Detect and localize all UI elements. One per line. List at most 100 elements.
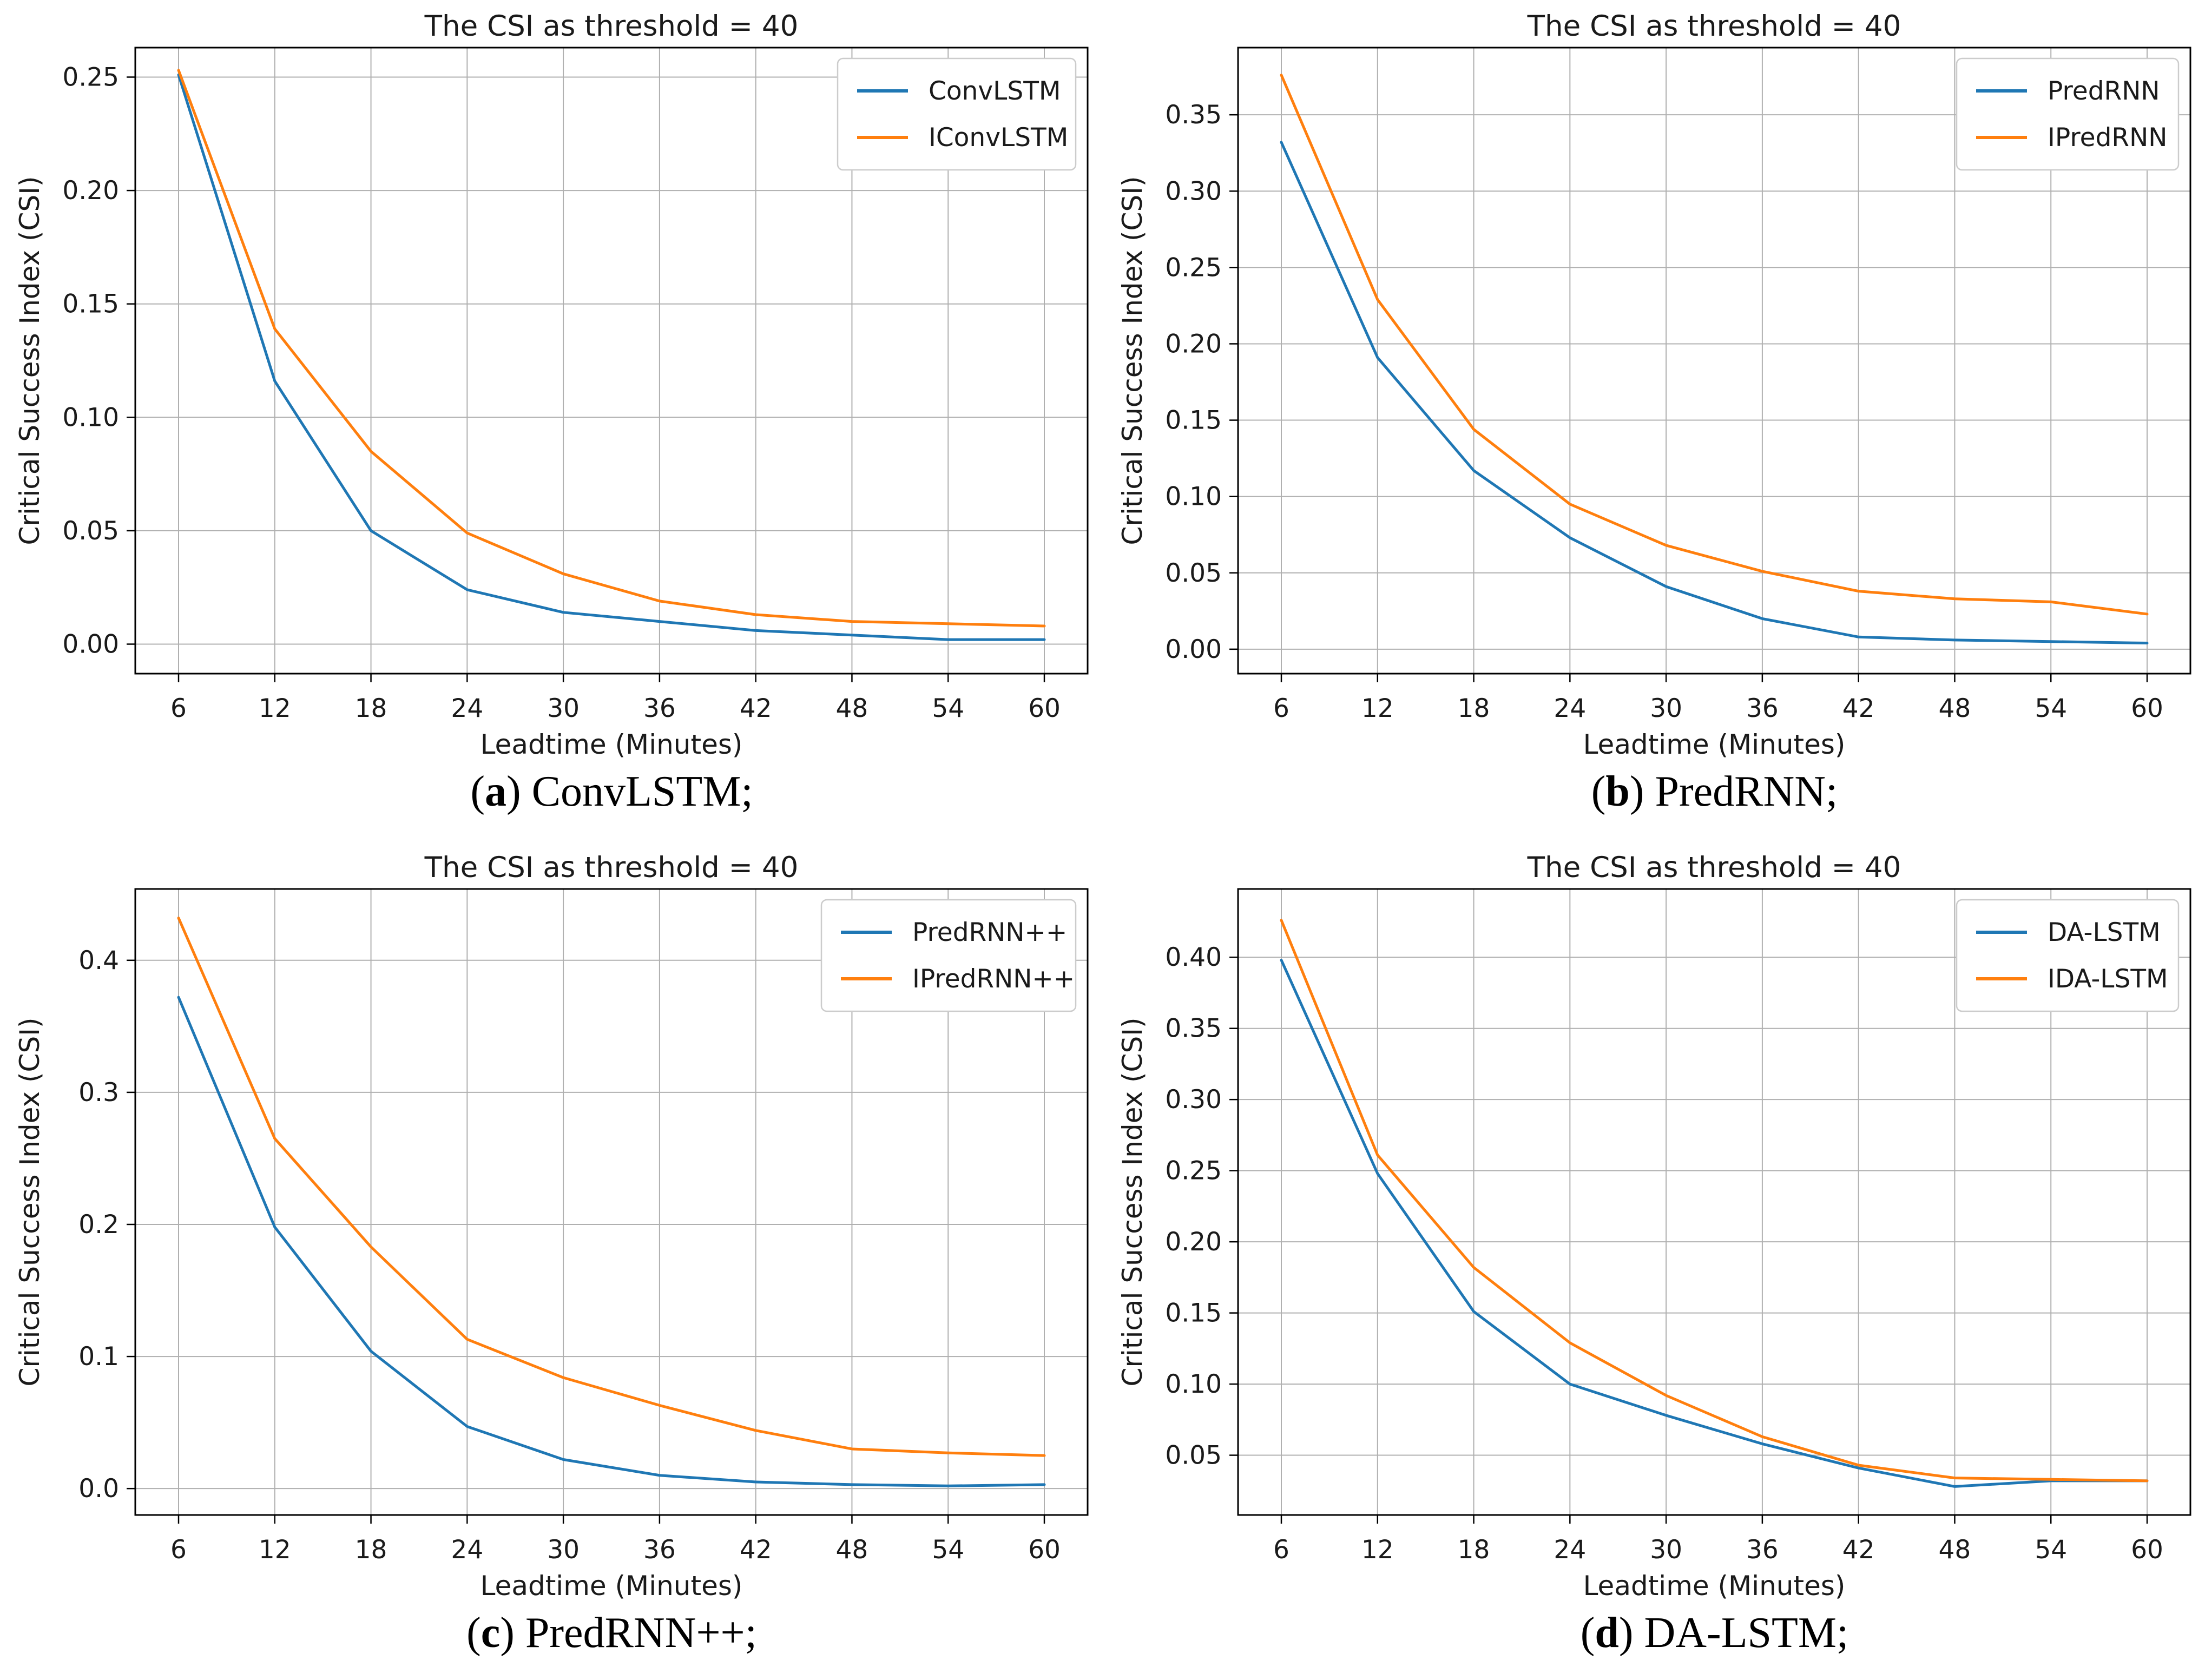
- subfigure-b: 6 12 18 24 30 36 42 48 54 60 0.00 0.05 0.10 0.15 0.20 0…: [1103, 0, 2205, 839]
- tick-labels: 6 12 18 24 30 36 42 48 54 60 0.00 0.05 0.10 0.15 0.20 0…: [1165, 100, 2163, 723]
- axes-box: [1237, 47, 2191, 675]
- tick-marks: [1229, 956, 2148, 1524]
- y-tick-label: 0.2: [78, 1210, 119, 1240]
- legend-label-PredRNN++: PredRNN++: [912, 918, 1067, 947]
- legend-box: [1956, 57, 2180, 171]
- chart-d-canvas: 6 12 18 24 30 36 42 48 54 60 0.05 0.10 0.15 0.20 0.25 0…: [1117, 851, 2191, 1599]
- y-axis-label: Critical Success Index (CSI): [14, 1018, 45, 1387]
- legend-label-PredRNN: PredRNN: [2048, 76, 2160, 106]
- series-line-PredRNN++: [177, 996, 1046, 1487]
- x-tick-label: 24: [1554, 1535, 1586, 1565]
- subfigure-c: 6 12 18 24 30 36 42 48 54 60 0.0 0.1 0.2 0.3 0.4 The CS…: [0, 841, 1102, 1680]
- x-tick-label: 60: [2131, 694, 2163, 723]
- x-tick-label: 24: [451, 1535, 483, 1565]
- x-tick-label: 30: [1650, 1535, 1682, 1565]
- y-tick-label: 0.25: [1165, 1156, 1222, 1186]
- legend-label-ConvLSTM: ConvLSTM: [929, 76, 1061, 106]
- x-tick-label: 60: [1028, 694, 1061, 723]
- y-tick-label: 0.10: [62, 403, 119, 432]
- y-axis-label: Critical Success Index (CSI): [1117, 176, 1148, 545]
- y-tick-label: 0.05: [1165, 1441, 1222, 1471]
- x-tick-label: 42: [740, 1535, 772, 1565]
- x-tick-label: 24: [451, 694, 483, 723]
- y-tick-label: 0.30: [1165, 1085, 1222, 1115]
- x-tick-label: 18: [355, 694, 387, 723]
- x-tick-label: 42: [1842, 694, 1875, 723]
- y-tick-label: 0.20: [1165, 329, 1222, 359]
- caption-letter: a: [485, 768, 507, 815]
- chart-d-caption: (d) DA-LSTM;: [1103, 1599, 2205, 1680]
- tick-marks: [127, 959, 1045, 1524]
- y-tick-label: 0.05: [1165, 558, 1222, 588]
- y-tick-label: 0.25: [1165, 253, 1222, 282]
- tick-marks: [127, 76, 1045, 682]
- x-tick-label: 18: [355, 1535, 387, 1565]
- tick-labels: 6 12 18 24 30 36 42 48 54 60 0.00 0.05 0.10 0.15 0.20 0…: [62, 62, 1061, 723]
- legend-label-IPredRNN++: IPredRNN++: [912, 964, 1075, 994]
- legend-label-IPredRNN: IPredRNN: [2048, 123, 2167, 153]
- caption-letter: b: [1605, 768, 1630, 815]
- caption-open-paren: (: [466, 1609, 481, 1657]
- gridlines: [1238, 48, 2190, 674]
- y-tick-label: 0.3: [78, 1078, 119, 1108]
- axes-box: [134, 47, 1089, 675]
- x-tick-label: 6: [1273, 1535, 1289, 1565]
- caption-letter: d: [1595, 1609, 1619, 1657]
- chart-title: The CSI as threshold = 40: [424, 10, 799, 43]
- x-axis-label: Leadtime (Minutes): [1583, 1570, 1846, 1599]
- y-tick-label: 0.4: [78, 946, 119, 976]
- y-tick-label: 0.20: [62, 176, 119, 206]
- chart-title: The CSI as threshold = 40: [424, 851, 799, 884]
- caption-close-paren: ): [1629, 768, 1644, 815]
- caption-label: ConvLSTM;: [531, 768, 753, 815]
- series-line-IPredRNN: [1280, 74, 2149, 616]
- x-tick-label: 48: [1939, 694, 1971, 723]
- x-tick-label: 30: [547, 694, 580, 723]
- legend-box: [820, 899, 1077, 1012]
- x-tick-label: 48: [836, 1535, 868, 1565]
- x-tick-label: 48: [1939, 1535, 1971, 1565]
- y-tick-label: 0.1: [78, 1342, 119, 1372]
- y-axis-label: Critical Success Index (CSI): [14, 176, 45, 545]
- caption-close-paren: ): [1618, 1609, 1634, 1657]
- x-tick-label: 48: [836, 694, 868, 723]
- tick-marks: [1229, 114, 2148, 682]
- chart-c-caption: (c) PredRNN++;: [0, 1599, 1102, 1680]
- y-tick-label: 0.20: [1165, 1227, 1222, 1257]
- legend-box: [1956, 899, 2180, 1012]
- y-tick-label: 0.00: [1165, 635, 1222, 664]
- y-tick-label: 0.25: [62, 62, 119, 92]
- x-tick-label: 18: [1458, 694, 1490, 723]
- legend: DA-LSTM IDA-LSTM: [1956, 899, 2180, 1012]
- y-tick-label: 0.30: [1165, 176, 1222, 206]
- y-tick-label: 0.15: [62, 289, 119, 319]
- subfigure-d: 6 12 18 24 30 36 42 48 54 60 0.05 0.10 0.15 0.20 0.25 0…: [1103, 841, 2205, 1680]
- x-tick-label: 54: [932, 1535, 964, 1565]
- axes-box: [1237, 888, 2191, 1516]
- chart-title: The CSI as threshold = 40: [1527, 10, 1901, 43]
- series-line-IDA-LSTM: [1280, 919, 2149, 1483]
- x-tick-label: 36: [1746, 1535, 1779, 1565]
- x-tick-label: 42: [1842, 1535, 1875, 1565]
- x-tick-label: 6: [170, 694, 187, 723]
- subfigure-a: 6 12 18 24 30 36 42 48 54 60 0.00 0.05 0.10 0.15 0.20 0…: [0, 0, 1102, 839]
- x-tick-label: 6: [170, 1535, 187, 1565]
- x-tick-label: 54: [932, 694, 964, 723]
- legend: PredRNN IPredRNN: [1956, 57, 2180, 171]
- y-tick-label: 0.10: [1165, 1369, 1222, 1399]
- x-tick-label: 12: [1361, 694, 1394, 723]
- x-tick-label: 54: [2035, 694, 2067, 723]
- legend-box: [837, 57, 1077, 171]
- x-tick-label: 30: [547, 1535, 580, 1565]
- x-axis-label: Leadtime (Minutes): [1583, 729, 1846, 757]
- series-line-IPredRNN++: [177, 917, 1046, 1457]
- caption-open-paren: (: [470, 768, 485, 815]
- legend: ConvLSTM IConvLSTM: [837, 57, 1077, 171]
- x-tick-label: 54: [2035, 1535, 2067, 1565]
- legend-label-IDA-LSTM: IDA-LSTM: [2048, 964, 2168, 994]
- tick-labels: 6 12 18 24 30 36 42 48 54 60 0.05 0.10 0.15 0.20 0.25 0…: [1165, 943, 2163, 1565]
- x-tick-label: 36: [643, 1535, 676, 1565]
- x-tick-label: 60: [1028, 1535, 1061, 1565]
- series-line-PredRNN: [1280, 141, 2149, 645]
- caption-letter: c: [481, 1609, 501, 1657]
